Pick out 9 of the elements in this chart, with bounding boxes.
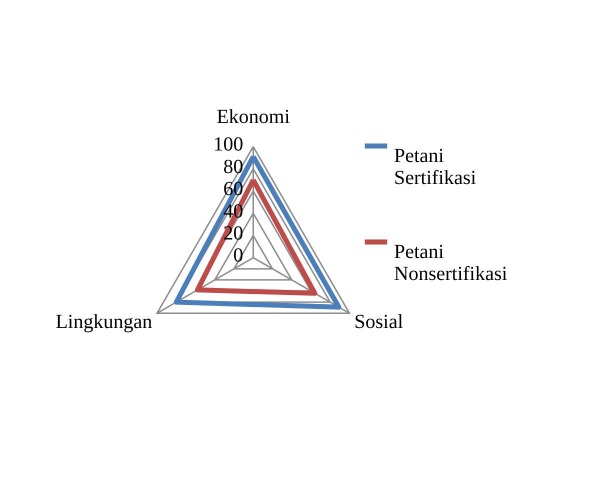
- y-tick-label: 40: [223, 200, 244, 222]
- spoke-label: Lingkungan: [56, 311, 152, 334]
- y-tick-label: 0: [233, 244, 244, 267]
- spoke-label: Sosial: [354, 311, 404, 334]
- y-tick-label: 80: [223, 156, 244, 178]
- spoke-label: Ekonomi: [216, 106, 290, 128]
- legend-label: Petani Sertifikasi: [394, 145, 477, 189]
- y-tick-label: 100: [213, 134, 244, 156]
- legend-label: Petani Nonsertifikasi: [394, 241, 508, 285]
